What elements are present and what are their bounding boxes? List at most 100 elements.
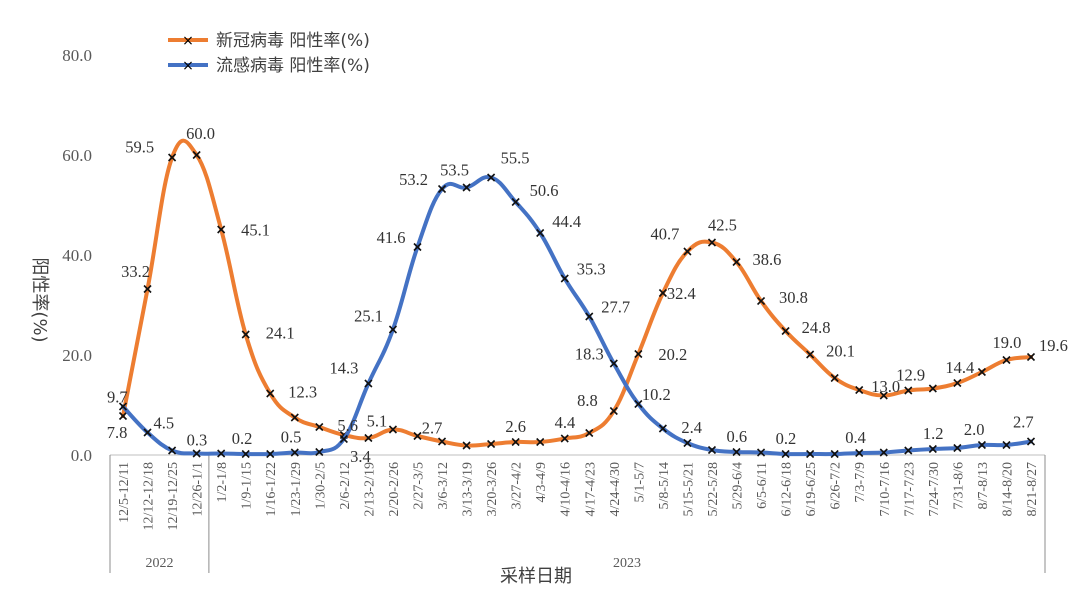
- data-point-covid: [855, 385, 864, 395]
- data-point-covid: [388, 425, 398, 434]
- data-label-covid: 13.0: [871, 377, 900, 396]
- data-labels: 7.8 33.2 59.5 60.0 45.1 24.1 12.3 5.6 3.4 5.1 2.7 2…: [107, 124, 1068, 466]
- x-tick-label: 3/20-3/26: [485, 462, 500, 516]
- data-point-covid: [241, 330, 250, 339]
- data-point-covid: [634, 349, 643, 359]
- data-point-flu: [634, 399, 643, 409]
- data-point-covid: [781, 326, 790, 336]
- data-label-covid: 5.6: [337, 416, 358, 435]
- x-axis-title: 采样日期: [500, 566, 572, 587]
- legend-label-flu: 流感病毒 阳性率(%): [216, 56, 370, 76]
- data-label-flu: 0.2: [776, 429, 797, 448]
- data-point-covid: [192, 150, 201, 160]
- data-point-covid: [707, 238, 717, 247]
- data-point-covid: [585, 428, 594, 438]
- x-tick-label: 4/10-4/16: [559, 462, 574, 516]
- data-point-flu: [511, 197, 520, 207]
- y-tick-label: 40.0: [62, 246, 92, 265]
- data-point-covid: [1002, 355, 1011, 365]
- data-label-flu: 9.7: [107, 388, 128, 407]
- series-line-flu: [121, 175, 1033, 457]
- data-label-covid: 14.4: [945, 358, 974, 377]
- legend-marker-covid: ×: [182, 33, 194, 49]
- data-label-flu: 27.7: [601, 298, 630, 317]
- data-label-covid: 24.1: [266, 324, 295, 343]
- data-point-flu: [879, 448, 888, 457]
- data-label-flu: 2.0: [964, 420, 985, 439]
- data-label-covid: 2.7: [422, 419, 443, 438]
- data-label-covid: 2.6: [505, 417, 526, 436]
- data-point-flu: [781, 449, 790, 459]
- x-tick-label: 7/31-8/6: [951, 462, 966, 509]
- data-label-flu: 0.6: [727, 427, 748, 446]
- x-tick-label: 7/3-7/9: [853, 462, 868, 502]
- x-tick-label: 4/17-4/23: [583, 462, 598, 516]
- legend: × 新冠病毒 阳性率(%) × 流感病毒 阳性率(%): [168, 31, 370, 76]
- x-tick-label: 5/15-5/21: [681, 462, 696, 516]
- data-point-flu: [462, 183, 471, 192]
- data-label-flu: 0.3: [187, 431, 208, 450]
- data-point-covid: [143, 284, 152, 294]
- data-point-flu: [855, 448, 864, 458]
- data-label-flu: 55.5: [501, 149, 530, 168]
- data-point-flu: [437, 184, 447, 194]
- x-tick-label: 12/26-1/1: [191, 462, 206, 516]
- data-point-flu: [806, 449, 815, 459]
- data-label-covid: 20.1: [826, 342, 855, 361]
- data-label-covid: 45.1: [241, 221, 270, 240]
- data-point-flu: [217, 449, 226, 458]
- data-point-flu: [241, 449, 250, 459]
- data-point-covid: [462, 441, 471, 450]
- data-point-covid: [732, 257, 741, 267]
- data-point-flu: [904, 446, 913, 455]
- y-tick-label: 60.0: [62, 146, 92, 165]
- data-point-flu: [732, 447, 741, 457]
- y-axis-ticks: 0.0 20.0 40.0 60.0 80.0: [62, 46, 92, 465]
- data-point-covid: [511, 437, 520, 447]
- x-tick-label: 5/22-5/28: [706, 462, 721, 516]
- data-label-covid: 19.0: [992, 333, 1021, 352]
- data-point-flu: [192, 449, 201, 458]
- data-label-flu: 0.4: [845, 428, 866, 447]
- data-point-flu: [560, 274, 569, 283]
- x-tick-label: 6/12-6/18: [780, 462, 795, 516]
- data-point-covid: [928, 384, 937, 393]
- legend-label-covid: 新冠病毒 阳性率(%): [216, 31, 370, 51]
- data-point-flu: [1026, 437, 1036, 446]
- data-point-covid: [560, 434, 569, 443]
- x-tick-label: 5/1-5/7: [632, 462, 647, 502]
- x-tick-label: 1/30-2/5: [313, 462, 328, 509]
- data-point-covid: [315, 422, 324, 432]
- data-label-covid: 24.8: [802, 318, 831, 337]
- data-point-flu: [609, 359, 618, 368]
- data-point-flu: [756, 448, 766, 457]
- x-tick-label: 8/14-8/20: [1000, 462, 1015, 516]
- data-label-covid: 7.8: [107, 423, 128, 442]
- data-label-covid: 33.2: [121, 262, 150, 281]
- data-point-flu: [977, 440, 986, 450]
- data-point-covid: [536, 437, 545, 447]
- data-point-covid: [168, 153, 177, 162]
- data-point-covid: [904, 386, 913, 395]
- data-label-covid: 40.7: [651, 225, 680, 244]
- data-point-covid: [609, 406, 618, 416]
- year-groups: 2022 2023: [145, 556, 640, 571]
- data-point-flu: [266, 449, 275, 459]
- data-point-covid: [830, 373, 839, 383]
- data-point-flu: [339, 434, 348, 444]
- data-point-flu: [585, 312, 594, 321]
- x-tick-label: 7/17-7/23: [902, 462, 917, 516]
- year-label: 2022: [145, 556, 173, 571]
- data-point-flu: [658, 424, 667, 433]
- x-tick-label: 2/13-2/19: [362, 462, 377, 516]
- data-point-covid: [1026, 352, 1036, 362]
- x-tick-label: 5/29-6/4: [731, 462, 746, 509]
- data-point-covid: [118, 411, 128, 421]
- data-label-covid: 12.9: [896, 366, 925, 385]
- x-tick-label: 4/24-4/30: [608, 462, 623, 516]
- data-label-covid: 32.4: [667, 284, 696, 303]
- data-point-covid: [953, 378, 962, 388]
- data-label-covid: 8.8: [577, 391, 598, 410]
- x-tick-label: 3/27-4/2: [510, 462, 525, 509]
